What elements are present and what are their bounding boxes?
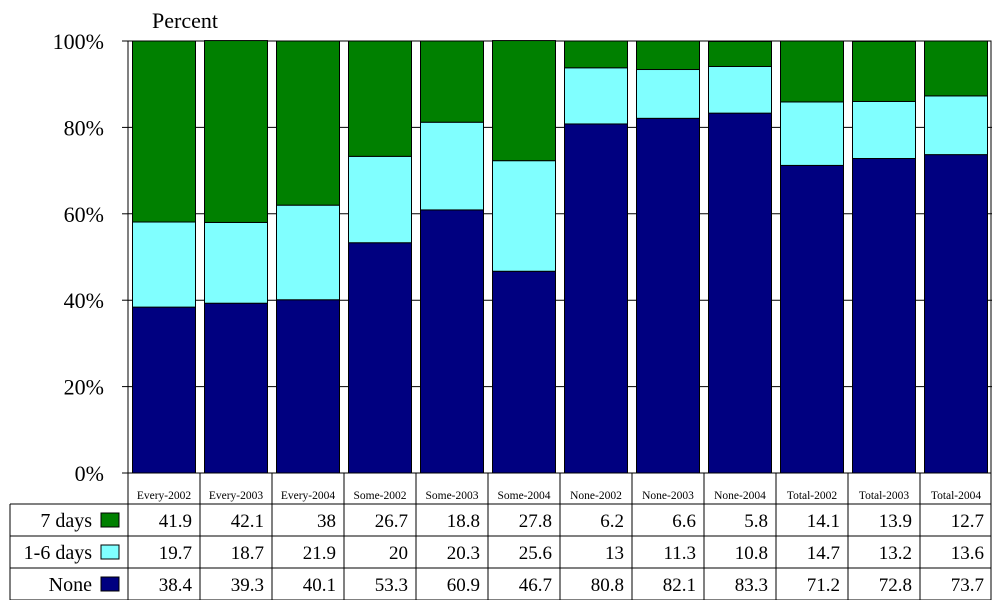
- table-value: 13: [605, 543, 624, 564]
- legend-label: None: [49, 574, 92, 596]
- table-value: 27.8: [519, 511, 552, 532]
- table-value: 12.7: [951, 511, 984, 532]
- bar-segment: [636, 40, 700, 71]
- y-axis-label: Percent: [152, 8, 218, 33]
- bar-segment: [204, 40, 268, 223]
- bar-segment: [492, 40, 556, 162]
- table-value: 13.9: [879, 511, 912, 532]
- x-tick-label: None-2004: [714, 490, 766, 502]
- table-value: 19.7: [159, 543, 192, 564]
- bar-segment: [564, 40, 628, 69]
- table-value: 11.3: [663, 543, 696, 564]
- table-value: 14.1: [807, 511, 840, 532]
- legend-swatch: [100, 576, 120, 592]
- table-value: 21.9: [303, 543, 336, 564]
- bar-segment: [924, 40, 988, 97]
- bar-segment: [780, 40, 844, 103]
- table-value: 42.1: [231, 511, 264, 532]
- bar-segment: [348, 155, 412, 244]
- x-tick-label: Some-2002: [353, 490, 406, 502]
- x-tick-label: Some-2003: [425, 490, 478, 502]
- bar-segment: [924, 154, 988, 474]
- bar-segment: [636, 69, 700, 119]
- x-tick-label: None-2003: [642, 490, 694, 502]
- table-value: 53.3: [375, 575, 408, 596]
- bar-segment: [780, 101, 844, 166]
- x-tick-label: Some-2004: [497, 490, 550, 502]
- table-value: 46.7: [519, 575, 552, 596]
- y-tick-label: 20%: [64, 375, 104, 400]
- table-value: 6.2: [600, 511, 624, 532]
- table-value: 83.3: [735, 575, 768, 596]
- bar-segment: [276, 204, 340, 301]
- bar-segment: [708, 112, 772, 474]
- table-value: 14.7: [807, 543, 840, 564]
- legend-swatch: [100, 544, 120, 560]
- bar-segment: [564, 123, 628, 474]
- x-tick-label: Total-2004: [931, 490, 982, 502]
- y-tick-label: 40%: [64, 288, 104, 313]
- x-tick-label: Every-2003: [209, 490, 264, 502]
- bar-segment: [636, 117, 700, 474]
- table-value: 18.7: [231, 543, 264, 564]
- x-tick-label: Total-2002: [787, 490, 838, 502]
- bar-segment: [132, 221, 196, 308]
- table-value: 13.6: [951, 543, 984, 564]
- table-value: 39.3: [231, 575, 264, 596]
- bar-segment: [276, 299, 340, 474]
- table-value: 60.9: [447, 575, 480, 596]
- x-tick-label: None-2002: [570, 490, 622, 502]
- x-tick-label: Total-2003: [859, 490, 910, 502]
- table-value: 26.7: [375, 511, 408, 532]
- bar-segment: [924, 95, 988, 156]
- bar-segment: [348, 242, 412, 474]
- table-value: 38: [317, 511, 336, 532]
- table-value: 40.1: [303, 575, 336, 596]
- x-tick-label: Every-2002: [137, 490, 192, 502]
- legend-label: 7 days: [40, 510, 92, 532]
- table-value: 73.7: [951, 575, 984, 596]
- y-tick-label: 0%: [75, 461, 104, 486]
- table-value: 13.2: [879, 543, 912, 564]
- table-value: 20.3: [447, 543, 480, 564]
- bar-segment: [276, 40, 340, 206]
- legend-swatch: [100, 512, 120, 528]
- bar-segment: [564, 67, 628, 125]
- table-value: 41.9: [159, 511, 192, 532]
- table-value: 38.4: [159, 575, 193, 596]
- bar-segment: [852, 40, 916, 102]
- bar-segment: [852, 100, 916, 160]
- table-value: 5.8: [744, 511, 768, 532]
- bar-segment: [492, 160, 556, 272]
- legend-label: 1-6 days: [24, 542, 93, 564]
- bar-segment: [492, 270, 556, 474]
- bar-segment: [420, 121, 484, 211]
- table-value: 6.6: [672, 511, 696, 532]
- table-value: 80.8: [591, 575, 624, 596]
- bar-segment: [348, 40, 412, 157]
- bar-segment: [420, 40, 484, 123]
- x-tick-label: Every-2004: [281, 490, 336, 502]
- bar-segment: [780, 164, 844, 474]
- table-value: 71.2: [807, 575, 840, 596]
- table-value: 10.8: [735, 543, 768, 564]
- table-value: 72.8: [879, 575, 912, 596]
- bar-segment: [852, 158, 916, 474]
- table-value: 18.8: [447, 511, 480, 532]
- table-value: 20: [389, 543, 408, 564]
- y-tick-label: 100%: [53, 29, 104, 54]
- y-tick-label: 80%: [64, 115, 104, 140]
- bar-segment: [204, 302, 268, 474]
- bar-segment: [708, 40, 772, 67]
- y-tick-label: 60%: [64, 202, 104, 227]
- bar-segment: [420, 209, 484, 474]
- table-value: 82.1: [663, 575, 696, 596]
- bar-segment: [132, 40, 196, 223]
- table-value: 25.6: [519, 543, 552, 564]
- bar-segment: [708, 65, 772, 114]
- bar-segment: [204, 221, 268, 304]
- bar-segment: [132, 306, 196, 474]
